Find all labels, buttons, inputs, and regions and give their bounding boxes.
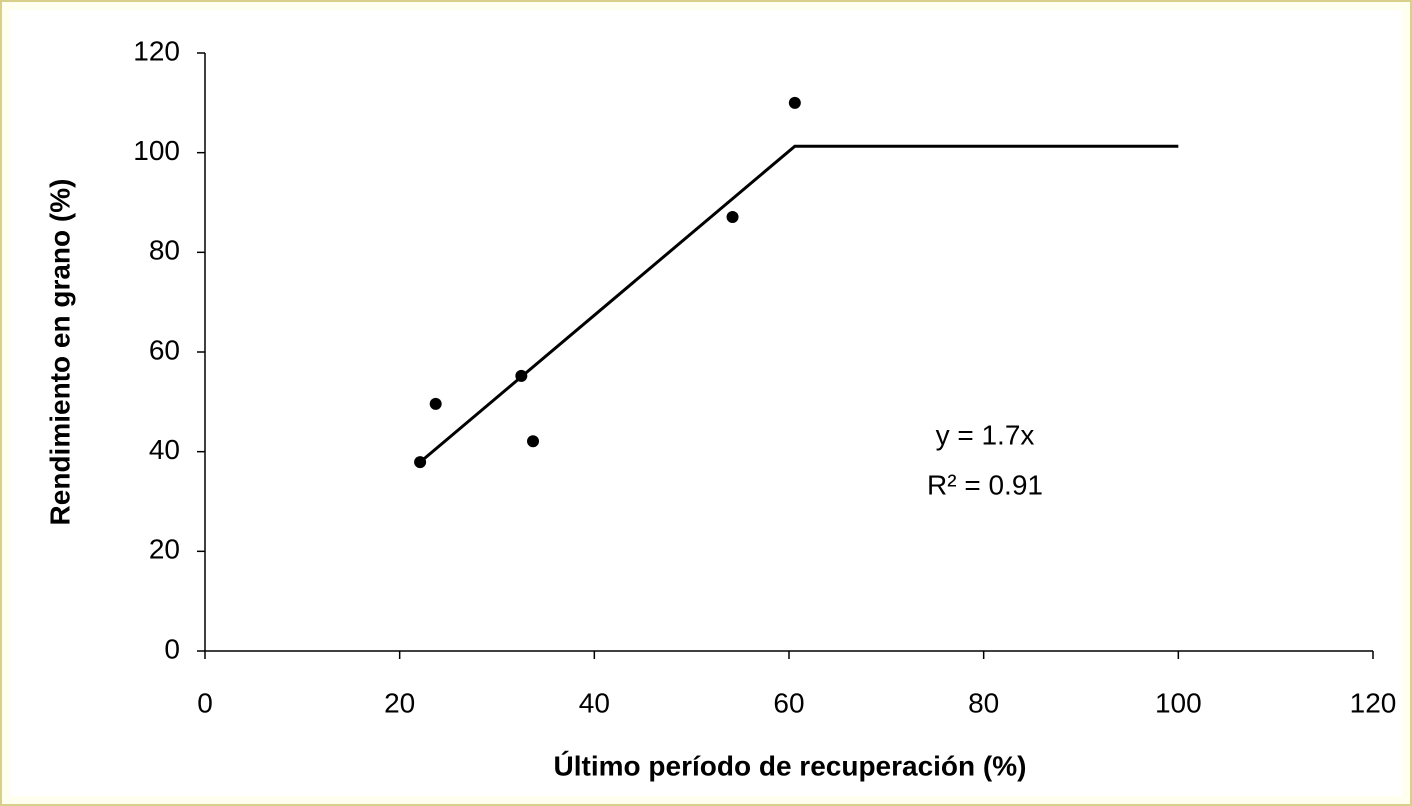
y-tick-label: 60 xyxy=(149,334,180,365)
y-tick-label: 40 xyxy=(149,434,180,465)
x-tick-label: 100 xyxy=(1155,687,1202,718)
fit-line xyxy=(419,144,1179,464)
y-tick-label: 100 xyxy=(133,135,180,166)
x-tick-label: 20 xyxy=(384,687,415,718)
x-tick-label: 80 xyxy=(968,687,999,718)
y-tick-label: 80 xyxy=(149,235,180,266)
annotation: R² = 0.91 xyxy=(927,469,1043,500)
x-tick-label: 40 xyxy=(579,687,610,718)
x-axis-title: Último período de recuperación (%) xyxy=(554,750,1027,781)
point xyxy=(726,210,739,223)
y-tick-label: 120 xyxy=(133,35,180,66)
point xyxy=(527,435,540,448)
annotation: y = 1.7x xyxy=(936,419,1035,450)
y-tick-label: 20 xyxy=(149,534,180,565)
y-axis-title: Rendimiento en grano (%) xyxy=(44,179,75,526)
point xyxy=(429,397,442,410)
x-tick-label: 120 xyxy=(1350,687,1397,718)
point xyxy=(515,369,528,382)
x-tick-label: 0 xyxy=(197,687,213,718)
point xyxy=(788,96,801,109)
x-tick-label: 60 xyxy=(773,687,804,718)
point xyxy=(414,456,427,469)
y-tick-label: 0 xyxy=(164,633,180,664)
chart-area xyxy=(10,10,1402,796)
